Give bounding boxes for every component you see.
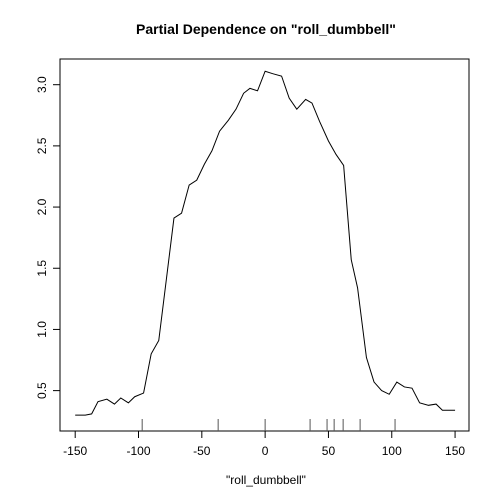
x-tick-label: 100 — [382, 444, 402, 458]
x-tick-label: 0 — [262, 444, 269, 458]
x-tick-label: 50 — [322, 444, 336, 458]
y-tick-label: 0.5 — [35, 382, 49, 399]
x-tick-label: 150 — [445, 444, 465, 458]
y-tick-label: 1.0 — [35, 321, 49, 338]
y-tick-label: 1.5 — [35, 260, 49, 277]
y-tick-label: 3.0 — [35, 76, 49, 93]
x-tick-label: -50 — [193, 444, 211, 458]
x-axis-label: "roll_dumbbell" — [226, 473, 306, 487]
chart-title: Partial Dependence on "roll_dumbbell" — [136, 21, 396, 37]
y-tick-label: 2.5 — [35, 137, 49, 154]
x-tick-label: -150 — [63, 444, 87, 458]
x-tick-label: -100 — [126, 444, 150, 458]
plot-box — [59, 58, 470, 432]
y-tick-label: 2.0 — [35, 198, 49, 215]
data-line — [75, 70, 456, 416]
